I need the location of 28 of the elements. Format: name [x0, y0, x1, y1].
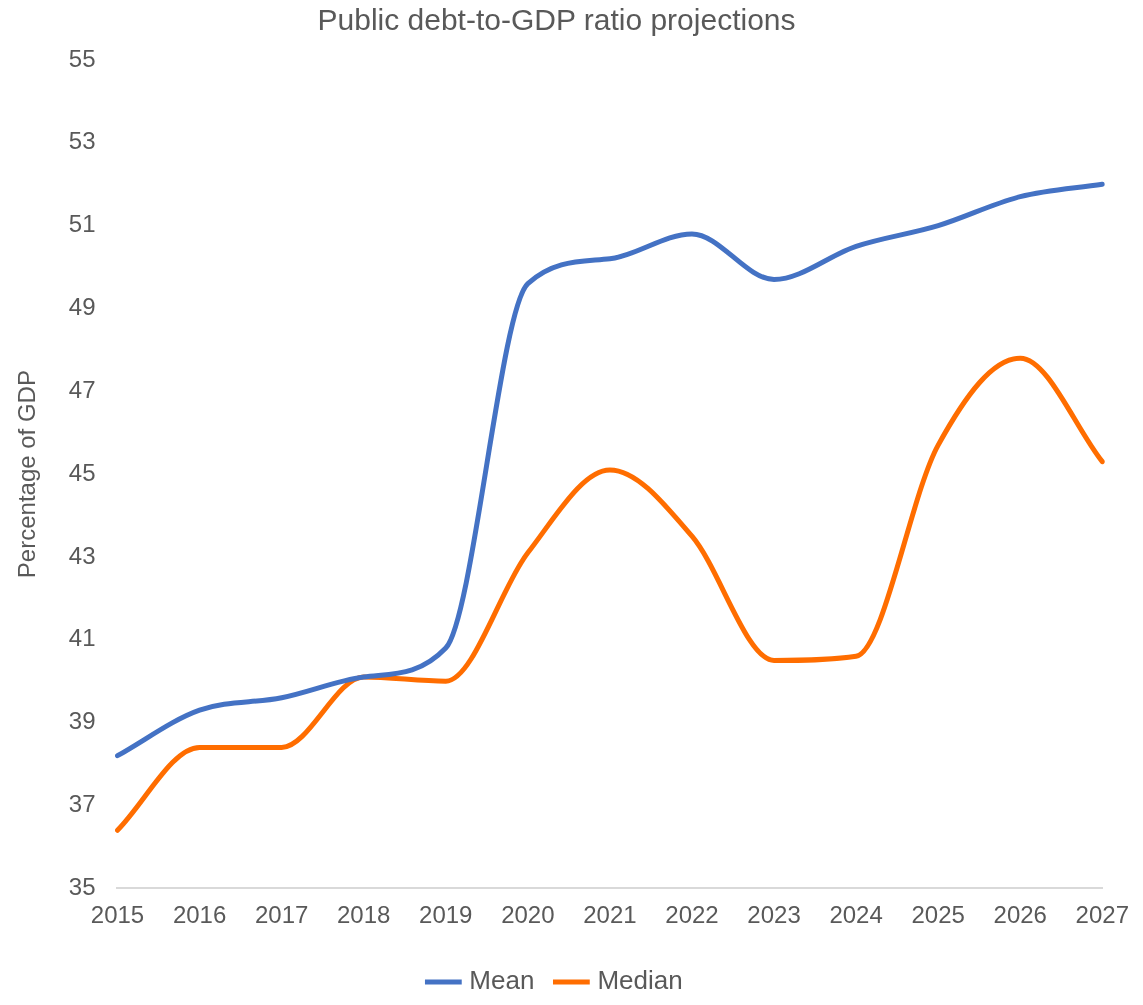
x-tick-label: 2015 — [90, 901, 145, 929]
x-tick-label: 2017 — [254, 901, 309, 929]
x-tick-label: 2022 — [665, 901, 719, 929]
x-tick-label: 2016 — [172, 901, 227, 929]
x-tick-label: 2027 — [1075, 901, 1129, 929]
x-tick-label: 2018 — [337, 901, 391, 929]
x-tick-label: 2019 — [419, 901, 473, 929]
legend-label: Median — [597, 965, 683, 996]
y-tick-label: 37 — [68, 790, 96, 818]
x-tick-label: 2020 — [501, 901, 555, 929]
y-tick-label: 51 — [68, 210, 96, 238]
chart-title: Public debt-to-GDP ratio projections — [317, 3, 796, 37]
x-tick-label: 2023 — [747, 901, 801, 929]
legend-label: Mean — [469, 965, 535, 996]
y-axis-title: Percentage of GDP — [13, 370, 41, 579]
x-tick-label: 2021 — [583, 901, 637, 929]
x-tick-label: 2026 — [993, 901, 1047, 929]
x-tick-label: 2024 — [829, 901, 883, 929]
y-tick-label: 45 — [68, 458, 96, 486]
y-tick-label: 43 — [68, 541, 96, 569]
y-tick-label: 41 — [68, 624, 96, 652]
y-tick-label: 39 — [68, 707, 96, 735]
y-tick-label: 49 — [68, 293, 96, 321]
x-tick-label: 2025 — [911, 901, 965, 929]
y-tick-label: 35 — [68, 872, 96, 900]
y-tick-label: 47 — [68, 375, 96, 403]
y-tick-label: 53 — [68, 127, 96, 155]
y-tick-label: 55 — [68, 44, 96, 72]
